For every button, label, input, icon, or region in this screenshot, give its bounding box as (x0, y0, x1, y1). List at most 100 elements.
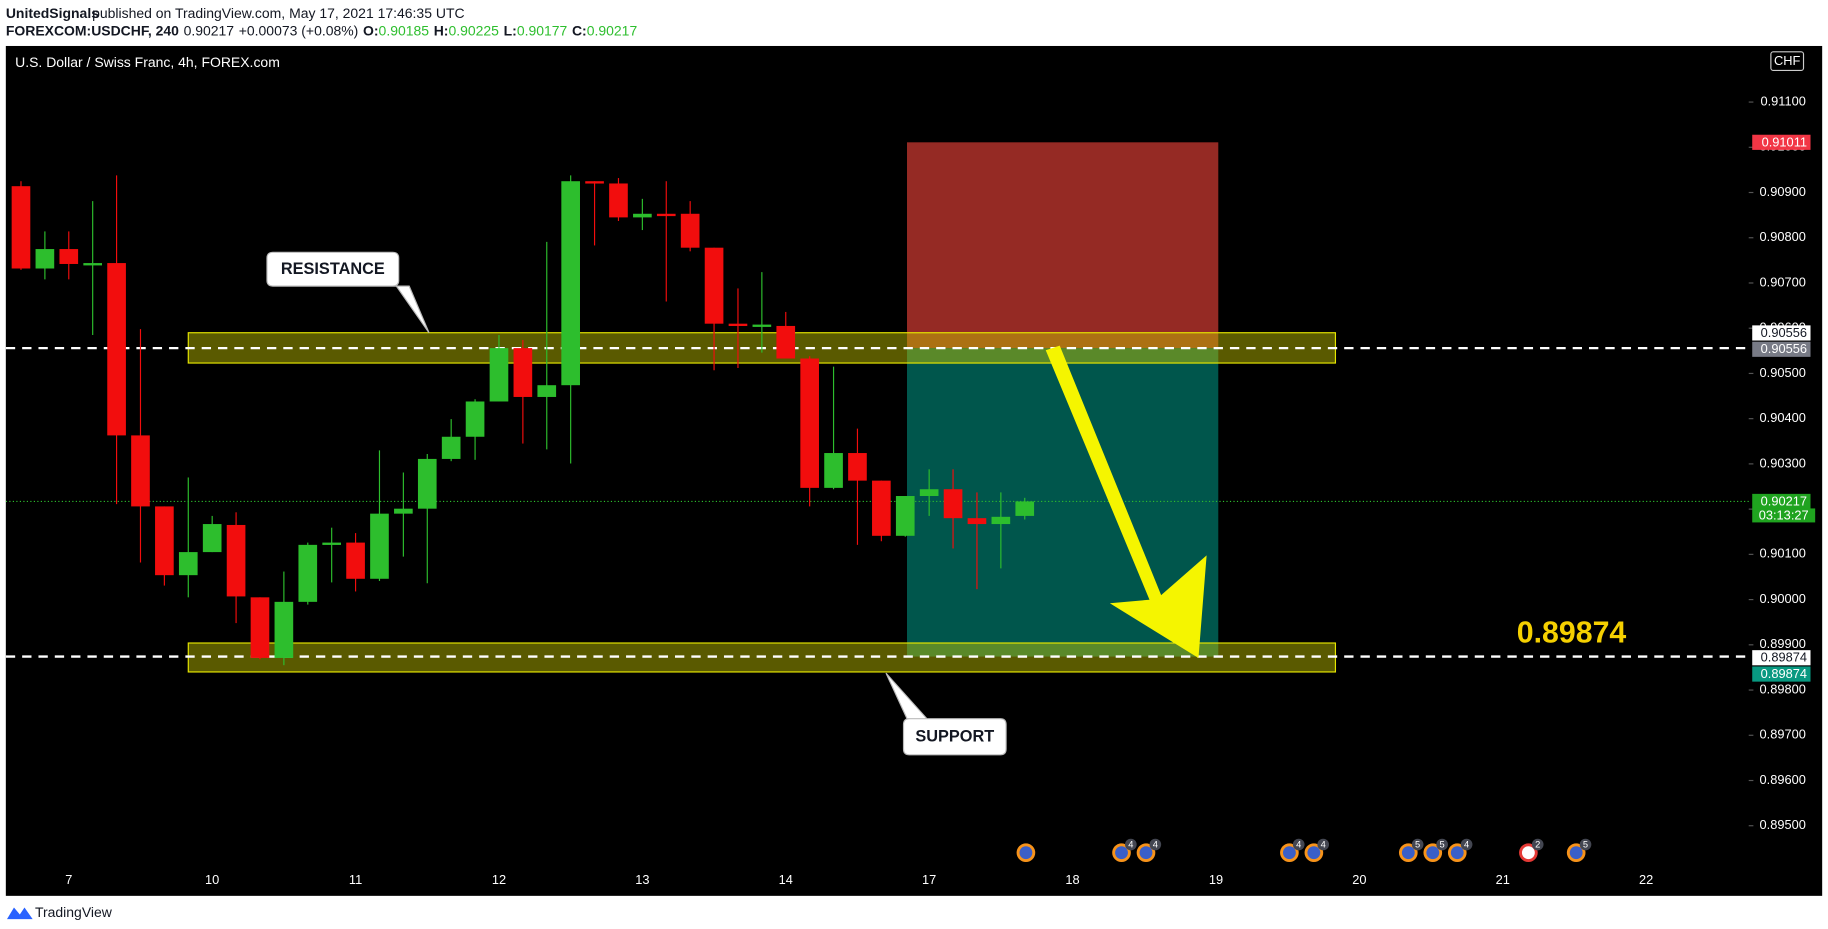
candle-body (919, 489, 939, 497)
candle-body (872, 480, 891, 536)
x-tick-label: 7 (65, 872, 72, 887)
candle-body (250, 597, 270, 658)
candle-body (537, 385, 557, 397)
event-icon-inner (1401, 846, 1415, 860)
event-icon-inner (1450, 846, 1464, 860)
candle-body (656, 213, 676, 217)
target-label: 0.89874 (1517, 617, 1627, 650)
candle-body (585, 181, 604, 184)
symbol-line: FOREXCOM:USDCHF, 240 0.90217 +0.00073 (+0.… (6, 23, 638, 39)
y-tick-label: 0.89500 (1760, 817, 1806, 832)
header-text: +0.00073 (+0.08%) (239, 23, 359, 39)
header-text: 0.90217 (184, 23, 235, 39)
candle-body (441, 436, 461, 459)
candle-body (226, 524, 246, 597)
event-count: 4 (1296, 840, 1301, 850)
event-count: 4 (1464, 840, 1469, 850)
down-arrow (1045, 345, 1207, 659)
candle-body (489, 348, 509, 402)
header-text: 0.90177 (517, 23, 568, 39)
candle-body (991, 516, 1011, 525)
x-tick-label: 20 (1352, 872, 1366, 887)
price-tag (1752, 325, 1811, 341)
event-badge (1317, 838, 1330, 851)
candle-body (609, 183, 628, 218)
candle-body (680, 213, 700, 248)
candle-body (633, 213, 652, 218)
published: published on TradingView.com, May 17, 20… (92, 5, 464, 21)
candle-body (107, 263, 126, 436)
candle-body (704, 247, 724, 324)
event-icon-inner (1115, 846, 1128, 860)
candle-body (513, 348, 533, 397)
candle-body (776, 325, 796, 359)
support-callout (885, 672, 1007, 756)
event-badge (1531, 838, 1544, 851)
event-badge (1411, 838, 1424, 851)
candle-body (131, 435, 150, 507)
price-tag-label: 0.89874 (1761, 650, 1807, 665)
event-badge (1149, 838, 1162, 851)
countdown: 03:13:27 (1759, 507, 1809, 522)
candle-body (298, 544, 318, 602)
candle-body (322, 542, 342, 545)
price-tag (1752, 650, 1811, 666)
event-icon-inner (1426, 846, 1440, 860)
x-tick-label: 13 (635, 872, 649, 887)
y-tick-label: 0.90500 (1760, 365, 1806, 380)
candle-body (178, 552, 198, 576)
header-text: 0.90217 (587, 23, 638, 39)
event-icon-inner (1139, 846, 1153, 860)
currency-badge (1770, 51, 1805, 72)
x-tick-label: 12 (492, 872, 506, 887)
candle-body (83, 263, 103, 266)
y-tick-label: 0.90900 (1760, 184, 1806, 199)
footer: TradingView (35, 904, 113, 920)
y-tick-label: 0.90100 (1760, 546, 1806, 561)
y-tick-label: 0.89600 (1760, 772, 1806, 787)
resistance-label: RESISTANCE (281, 260, 385, 278)
candle-body (943, 489, 963, 519)
event-badge (1125, 838, 1137, 851)
event-badge (1436, 838, 1448, 851)
candle-body (394, 508, 413, 514)
event-count: 4 (1321, 840, 1326, 850)
x-tick-label: 19 (1209, 872, 1223, 887)
candle-body (465, 401, 485, 437)
header-text: O: (363, 23, 379, 39)
candle-body (1015, 501, 1035, 516)
event-count: 5 (1583, 840, 1588, 850)
event-count: 5 (1440, 840, 1445, 850)
header-text: 0.90225 (448, 23, 499, 39)
event-icon-inner (1521, 846, 1535, 860)
price-tag-label: 0.90217 (1761, 493, 1807, 508)
y-tick-label: 0.90800 (1760, 229, 1806, 244)
x-tick-label: 14 (779, 872, 793, 887)
plot (5, 142, 1749, 673)
support-label: SUPPORT (915, 728, 994, 746)
y-tick-label: 0.90000 (1760, 591, 1806, 606)
y-tick-label: 0.90700 (1760, 274, 1806, 289)
candle-body (35, 249, 55, 269)
x-tick-label: 21 (1496, 872, 1510, 887)
price-tag-label: 0.90556 (1761, 325, 1807, 340)
candle-body (848, 453, 867, 481)
event-badge (1292, 838, 1305, 851)
candle-body (561, 181, 580, 386)
header: UnitedSignals published on TradingView.c… (6, 5, 465, 21)
candle-body (967, 518, 987, 525)
x-tick-label: 17 (922, 872, 936, 887)
x-tick-label: 11 (349, 872, 362, 887)
y-tick-label: 0.91100 (1760, 93, 1805, 108)
event-icon-inner (1282, 846, 1296, 860)
candle-body (895, 496, 915, 536)
stop-zone (907, 142, 1219, 349)
event-count: 2 (1535, 840, 1540, 850)
x-tick-label: 22 (1639, 872, 1653, 887)
price-tag-label: 0.91011 (1762, 134, 1807, 149)
header-text: H: (434, 23, 449, 39)
event-count: 4 (1128, 840, 1133, 850)
candle-body (824, 453, 843, 488)
